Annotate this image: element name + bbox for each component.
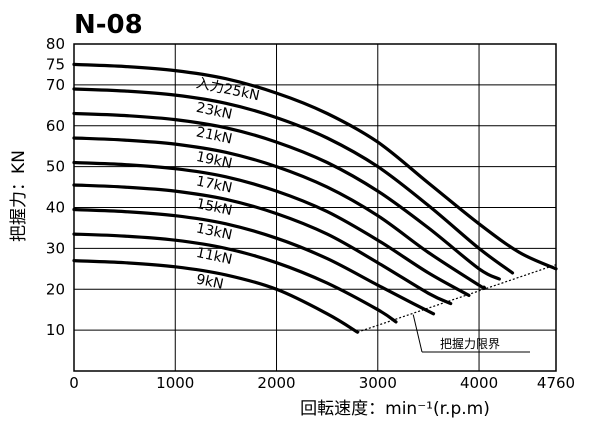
series-line xyxy=(72,259,360,334)
series-line xyxy=(72,183,453,306)
series-label: 17kN xyxy=(195,173,234,196)
series-line xyxy=(72,136,487,290)
y-tick-label: 80 xyxy=(46,35,65,53)
series-line xyxy=(72,62,558,271)
x-tick-label: 0 xyxy=(69,374,79,392)
series-label: 11kN xyxy=(195,245,234,268)
y-tick-label: 40 xyxy=(46,199,65,217)
series-line xyxy=(72,232,398,324)
series-line xyxy=(72,160,471,297)
series-label: 19kN xyxy=(195,149,234,172)
curve-labels: 入力25kN23kN21kN19kN17kN15kN13kN11kN9kN把握力… xyxy=(195,75,500,351)
y-tick-label: 20 xyxy=(46,280,65,298)
y-tick-label: 70 xyxy=(46,76,65,94)
x-tick-label: 3000 xyxy=(359,374,397,392)
series-label: 9kN xyxy=(195,271,225,292)
limit-label: 把握力限界 xyxy=(440,336,500,351)
ticks: 0 1000 2000 3000 4000 4760 10 20 30 40 50 60 70 75 80 xyxy=(46,35,575,392)
grid xyxy=(73,43,557,372)
x-tick-label: 4000 xyxy=(460,374,498,392)
series-line xyxy=(72,87,515,275)
series-label: 15kN xyxy=(195,196,234,219)
series-label: 21kN xyxy=(195,124,234,147)
x-axis-label: 回転速度：min⁻¹(r.p.m) xyxy=(300,399,490,419)
y-tick-label: 60 xyxy=(46,117,65,135)
series-line xyxy=(72,111,501,281)
y-tick-label: 75 xyxy=(46,55,65,73)
limit-line xyxy=(357,264,557,333)
x-tick-label: 2000 xyxy=(257,374,295,392)
series-label: 13kN xyxy=(195,220,234,243)
series-line xyxy=(72,207,436,316)
x-tick-label: 4760 xyxy=(537,374,575,392)
limit-leader-line xyxy=(412,314,423,353)
y-axis-label: 把握力：KN xyxy=(9,150,29,242)
chart-title: N-08 xyxy=(74,10,143,40)
y-tick-label: 10 xyxy=(46,321,65,339)
y-tick-label: 30 xyxy=(46,239,65,257)
x-tick-label: 1000 xyxy=(156,374,194,392)
curves xyxy=(72,62,558,353)
y-tick-label: 50 xyxy=(46,158,65,176)
series-label: 23kN xyxy=(195,100,234,123)
